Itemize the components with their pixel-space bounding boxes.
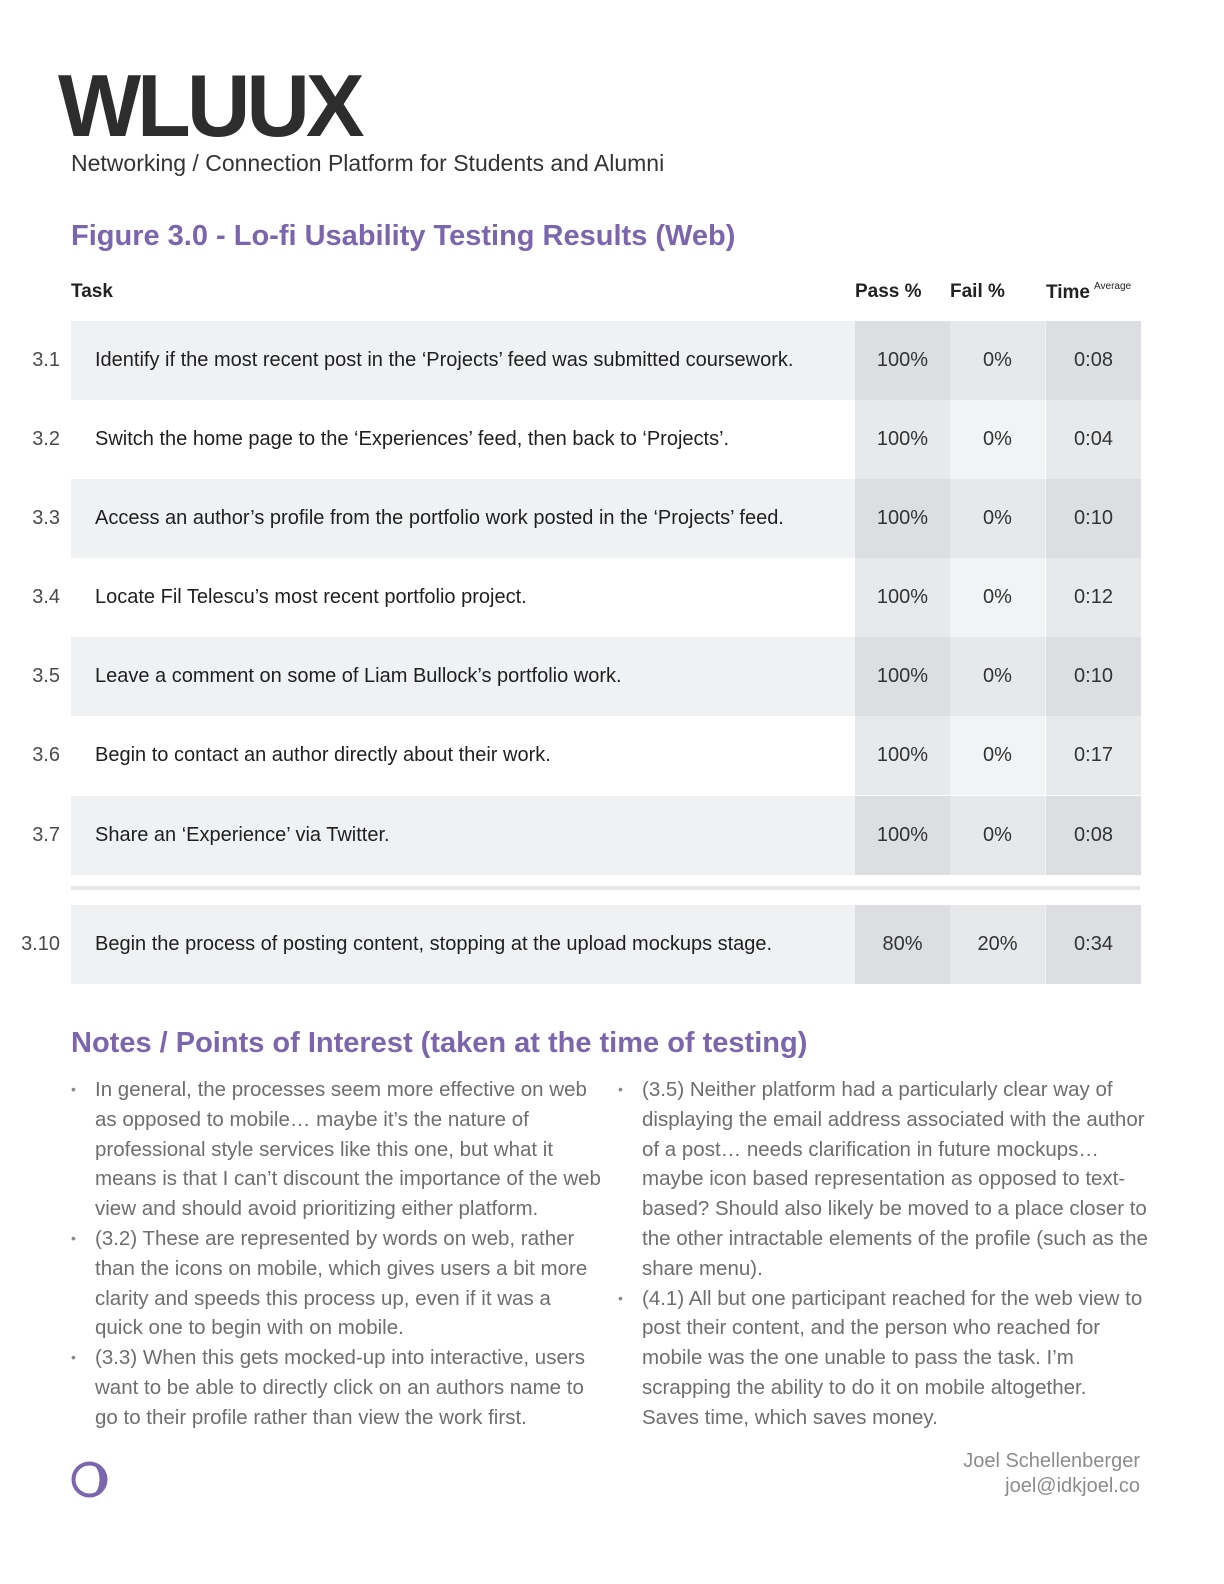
fail-cell: 0%	[950, 796, 1045, 875]
header-fail: Fail %	[950, 281, 1005, 302]
figure-title: Figure 3.0 - Lo-fi Usability Testing Res…	[71, 220, 736, 252]
note-item: (3.2) These are represented by words on …	[71, 1224, 601, 1343]
notes-title: Notes / Points of Interest (taken at the…	[71, 1027, 808, 1059]
pass-cell: 100%	[855, 796, 950, 875]
fail-cell: 0%	[950, 321, 1045, 400]
table-divider	[71, 886, 1140, 890]
header-pass: Pass %	[855, 281, 922, 302]
table-row: 3.4 Locate Fil Telescu’s most recent por…	[32, 558, 1141, 637]
task-text: Begin the process of posting content, st…	[95, 933, 773, 955]
time-cell: 0:08	[1046, 321, 1141, 400]
table-row: 3.5 Leave a comment on some of Liam Bull…	[32, 637, 1141, 716]
time-cell: 0:34	[1046, 905, 1141, 984]
table-row: 3.1 Identify if the most recent post in …	[32, 321, 1141, 400]
table-row-extra: 3.10 Begin the process of posting conten…	[21, 905, 1141, 984]
table-row: 3.7 Share an ‘Experience’ via Twitter. 1…	[32, 796, 1141, 875]
header-task: Task	[71, 281, 113, 302]
task-text: Locate Fil Telescu’s most recent portfol…	[95, 586, 527, 608]
task-text: Switch the home page to the ‘Experiences…	[95, 428, 730, 450]
row-number: 3.10	[21, 933, 60, 955]
row-number: 3.7	[32, 824, 60, 846]
row-number: 3.4	[32, 586, 60, 608]
pass-cell: 100%	[855, 479, 950, 558]
fail-cell: 0%	[950, 558, 1045, 637]
header-time-label: Time	[1046, 282, 1091, 303]
fail-cell: 0%	[950, 637, 1045, 716]
fail-cell: 20%	[950, 905, 1045, 984]
time-cell: 0:17	[1046, 716, 1141, 795]
task-text: Leave a comment on some of Liam Bullock’…	[95, 665, 622, 687]
row-number: 3.3	[32, 507, 60, 529]
time-cell: 0:04	[1046, 400, 1141, 479]
page-subtitle: Networking / Connection Platform for Stu…	[71, 150, 665, 176]
pass-cell: 100%	[855, 321, 950, 400]
note-item: (3.5) Neither platform had a particularl…	[618, 1075, 1148, 1284]
notes-right-column: (3.5) Neither platform had a particularl…	[618, 1075, 1148, 1433]
pass-cell: 100%	[855, 400, 950, 479]
pass-cell: 80%	[855, 905, 950, 984]
pass-cell: 100%	[855, 558, 950, 637]
fail-cell: 0%	[950, 716, 1045, 795]
time-cell: 0:10	[1046, 479, 1141, 558]
author-block: Joel Schellenberger joel@idkjoel.co	[963, 1449, 1140, 1499]
pass-cell: 100%	[855, 716, 950, 795]
time-cell: 0:10	[1046, 637, 1141, 716]
row-number: 3.1	[32, 349, 60, 371]
row-number: 3.5	[32, 665, 60, 687]
row-number: 3.6	[32, 744, 60, 766]
note-item: (4.1) All but one participant reached fo…	[618, 1284, 1148, 1433]
header-time-sup: Average	[1094, 281, 1132, 292]
fail-cell: 0%	[950, 400, 1045, 479]
table-row: 3.3 Access an author’s profile from the …	[32, 479, 1141, 558]
task-text: Share an ‘Experience’ via Twitter.	[95, 824, 390, 846]
task-text: Identify if the most recent post in the …	[95, 349, 794, 371]
author-email: joel@idkjoel.co	[1005, 1475, 1140, 1497]
time-cell: 0:12	[1046, 558, 1141, 637]
task-text: Begin to contact an author directly abou…	[95, 744, 551, 766]
row-number: 3.2	[32, 428, 60, 450]
note-item: (3.3) When this gets mocked-up into inte…	[71, 1343, 601, 1432]
table-row: 3.2 Switch the home page to the ‘Experie…	[32, 400, 1141, 479]
crescent-circle-logo-icon	[71, 1461, 108, 1498]
pass-cell: 100%	[855, 637, 950, 716]
fail-cell: 0%	[950, 479, 1045, 558]
note-item: In general, the processes seem more effe…	[71, 1075, 601, 1224]
brand-wordmark: WLUUX	[58, 56, 365, 155]
task-text: Access an author’s profile from the port…	[95, 507, 784, 529]
notes-left-column: In general, the processes seem more effe…	[71, 1075, 601, 1433]
table-row: 3.6 Begin to contact an author directly …	[32, 716, 1141, 795]
author-name: Joel Schellenberger	[963, 1450, 1140, 1472]
header-time: Time Average	[1046, 281, 1131, 305]
time-cell: 0:08	[1046, 796, 1141, 875]
